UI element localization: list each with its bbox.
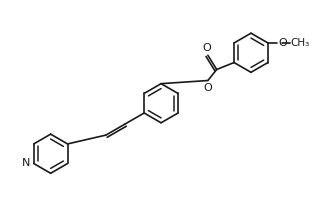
Text: O: O	[202, 43, 211, 53]
Text: O: O	[204, 83, 212, 93]
Text: O: O	[278, 38, 287, 48]
Text: CH₃: CH₃	[291, 38, 310, 48]
Text: N: N	[22, 159, 30, 168]
